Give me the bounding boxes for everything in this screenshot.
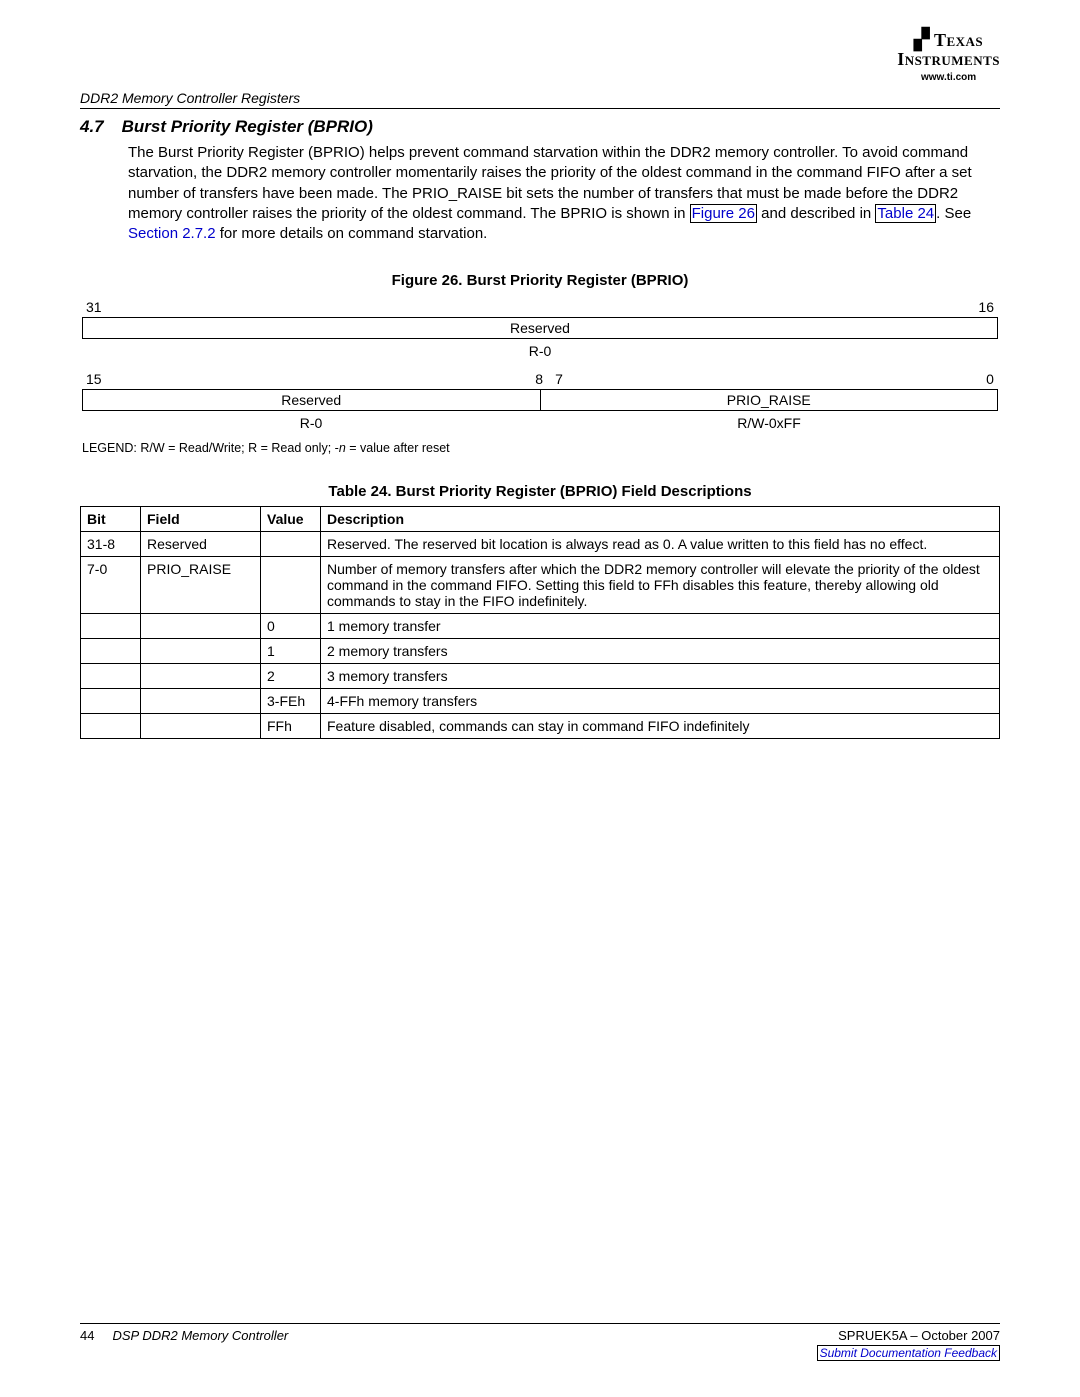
cell-bit [81,639,141,664]
page-number: 44 [80,1328,94,1343]
cell-bit: 7-0 [81,557,141,614]
footer-right: SPRUEK5A – October 2007 Submit Documenta… [817,1328,1000,1361]
access-row-2: R-0 R/W-0xFF [82,413,998,433]
table-row: 7-0 PRIO_RAISE Number of memory transfer… [81,557,1000,614]
access-prio-raise: R/W-0xFF [540,413,998,433]
bit-label-0: 0 [567,371,994,387]
table-row: 0 1 memory transfer [81,614,1000,639]
bit-label-8: 8 [531,371,549,387]
field-row-1: Reserved [82,317,998,339]
page-header: ▞Texas Instruments www.ti.com [80,30,1000,84]
section-title: Burst Priority Register (BPRIO) [122,117,373,136]
field-description-table: Bit Field Value Description 31-8 Reserve… [80,506,1000,739]
cell-field [141,614,261,639]
ti-brand-line1: Texas [934,30,983,50]
cell-value [261,532,321,557]
footer-doc-id: SPRUEK5A – October 2007 [817,1328,1000,1343]
breadcrumb: DDR2 Memory Controller Registers [80,90,1000,109]
table-row: 3-FEh 4-FFh memory transfers [81,689,1000,714]
th-field: Field [141,507,261,532]
body-text-4: for more details on command starvation. [216,225,488,242]
th-bit: Bit [81,507,141,532]
ti-chip-icon: ▞ [914,29,930,51]
cell-desc: 4-FFh memory transfers [321,689,1000,714]
page-footer: 44 DSP DDR2 Memory Controller SPRUEK5A –… [80,1323,1000,1361]
table-row: 2 3 memory transfers [81,664,1000,689]
field-reserved-31-16: Reserved [83,318,997,338]
body-text-2: and described in [757,205,875,222]
cell-desc: Number of memory transfers after which t… [321,557,1000,614]
cell-bit [81,614,141,639]
table-caption: Table 24. Burst Priority Register (BPRIO… [80,483,1000,500]
register-legend: LEGEND: R/W = Read/Write; R = Read only;… [82,441,998,455]
bit-label-16: 16 [978,299,994,315]
table-24-link[interactable]: Table 24 [875,204,936,223]
cell-bit [81,664,141,689]
figure-caption: Figure 26. Burst Priority Register (BPRI… [80,272,1000,289]
bit-label-15: 15 [86,371,531,387]
th-desc: Description [321,507,1000,532]
section-heading: 4.7 Burst Priority Register (BPRIO) [80,117,1000,137]
access-reserved-15-8: R-0 [82,413,540,433]
register-diagram: 31 16 Reserved R-0 15 8 7 0 Reserved PRI… [82,299,998,455]
legend-prefix: LEGEND: R/W = Read/Write; R = Read only;… [82,441,339,455]
cell-value [261,557,321,614]
ti-url-link[interactable]: www.ti.com [921,72,976,83]
access-row-1: R-0 [82,341,998,361]
table-row: FFh Feature disabled, commands can stay … [81,714,1000,739]
access-reserved-31-16: R-0 [82,341,998,361]
footer-left: 44 DSP DDR2 Memory Controller [80,1328,288,1343]
cell-field [141,689,261,714]
cell-desc: Reserved. The reserved bit location is a… [321,532,1000,557]
bit-label-31: 31 [86,299,102,315]
cell-bit [81,689,141,714]
cell-value: FFh [261,714,321,739]
th-value: Value [261,507,321,532]
section-body: The Burst Priority Register (BPRIO) help… [128,143,1000,244]
cell-bit [81,714,141,739]
ti-logo: ▞Texas Instruments www.ti.com [897,30,1000,84]
body-text-3: . See [936,205,971,222]
cell-field [141,664,261,689]
ti-brand-line2: Instruments [897,49,1000,69]
field-reserved-15-8: Reserved [83,390,541,410]
cell-value: 0 [261,614,321,639]
cell-bit: 31-8 [81,532,141,557]
figure-26-link[interactable]: Figure 26 [690,204,757,223]
ti-logo-text: ▞Texas Instruments [897,30,1000,68]
legend-n: n [339,441,346,455]
cell-field: PRIO_RAISE [141,557,261,614]
legend-suffix: = value after reset [346,441,450,455]
cell-field [141,639,261,664]
field-row-2: Reserved PRIO_RAISE [82,389,998,411]
footer-doc-title: DSP DDR2 Memory Controller [112,1328,288,1343]
table-header-row: Bit Field Value Description [81,507,1000,532]
cell-desc: Feature disabled, commands can stay in c… [321,714,1000,739]
cell-field [141,714,261,739]
cell-value: 1 [261,639,321,664]
submit-feedback-link[interactable]: Submit Documentation Feedback [817,1345,1000,1361]
table-row: 31-8 Reserved Reserved. The reserved bit… [81,532,1000,557]
cell-desc: 1 memory transfer [321,614,1000,639]
bit-row-15-0: 15 8 7 0 [82,371,998,389]
cell-desc: 3 memory transfers [321,664,1000,689]
field-prio-raise: PRIO_RAISE [541,390,998,410]
cell-field: Reserved [141,532,261,557]
cell-desc: 2 memory transfers [321,639,1000,664]
cell-value: 2 [261,664,321,689]
bit-label-7: 7 [549,371,567,387]
bit-row-31-16: 31 16 [82,299,998,317]
table-row: 1 2 memory transfers [81,639,1000,664]
cell-value: 3-FEh [261,689,321,714]
section-number: 4.7 [80,117,104,136]
section-272-link[interactable]: Section 2.7.2 [128,225,216,242]
